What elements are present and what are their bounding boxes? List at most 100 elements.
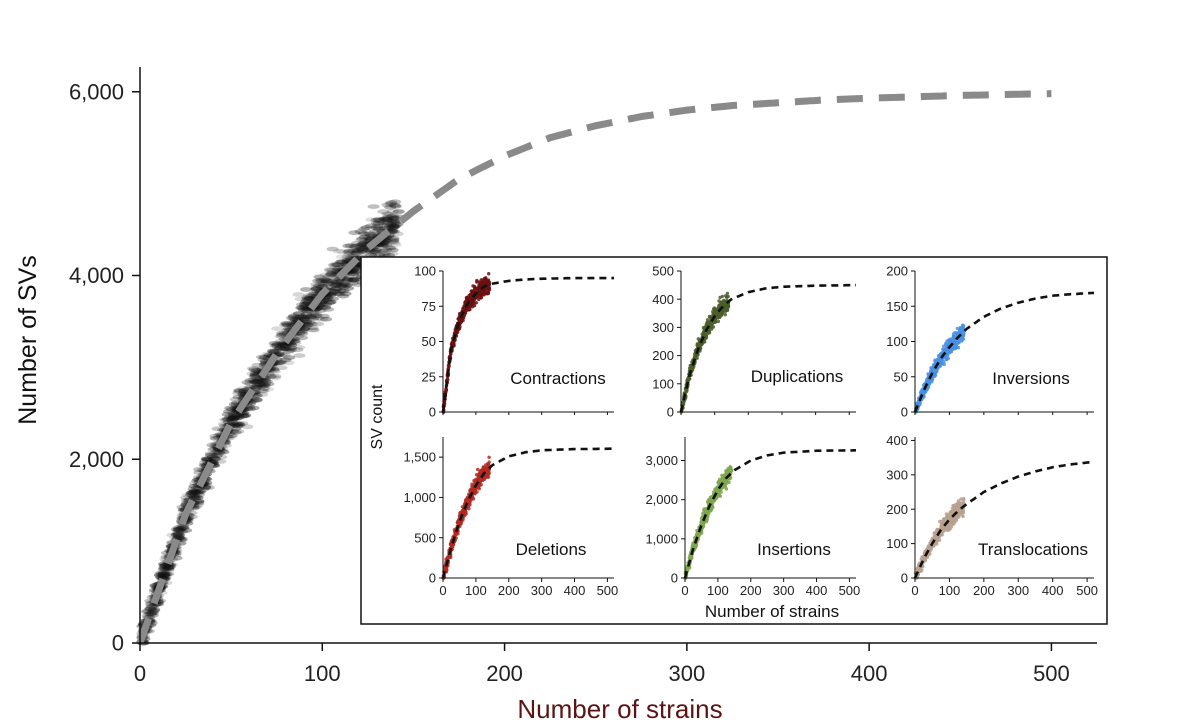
translocations-y-tick-label: 200: [886, 502, 908, 517]
main-point: [159, 563, 172, 568]
main-point: [254, 382, 267, 388]
main-point: [295, 305, 308, 310]
main-point: [331, 281, 344, 287]
main-point: [385, 222, 398, 228]
main-point: [153, 572, 166, 578]
main-point: [221, 412, 234, 417]
contractions-y-tick-label: 50: [422, 334, 436, 349]
main-x-axis-label: Number of strains: [517, 694, 722, 724]
deletions-point: [479, 483, 483, 487]
main-point: [286, 314, 299, 320]
main-point: [284, 347, 297, 353]
main-point: [176, 525, 189, 531]
deletions-x-tick-label: 400: [564, 583, 586, 598]
main-point: [274, 341, 287, 347]
main-point: [305, 321, 318, 327]
main-point: [334, 259, 347, 265]
main-point: [310, 313, 323, 318]
main-point: [257, 388, 270, 394]
translocations-point: [949, 525, 954, 529]
main-point: [381, 217, 394, 223]
main-point: [335, 283, 348, 289]
main-point: [329, 262, 342, 267]
main-point: [172, 529, 185, 535]
main-point: [173, 535, 186, 540]
contractions-point: [487, 272, 491, 276]
main-point: [379, 226, 392, 231]
main-point: [365, 217, 378, 223]
inversions-point: [944, 341, 948, 346]
main-point: [254, 379, 267, 384]
inversions-y-tick-label: 150: [886, 299, 908, 314]
main-point: [239, 412, 252, 418]
main-point: [273, 346, 286, 352]
main-point: [288, 338, 301, 344]
main-point: [339, 281, 352, 287]
main-point: [160, 571, 173, 577]
main-point: [233, 387, 246, 393]
main-point: [188, 495, 201, 501]
main-point: [143, 611, 156, 617]
main-point: [256, 388, 269, 394]
main-point: [280, 320, 293, 326]
duplications-y-tick-label: 0: [667, 405, 674, 420]
main-point: [147, 608, 160, 614]
main-point: [276, 330, 289, 336]
insertions-point: [701, 521, 706, 526]
deletions-x-tick-label: 300: [531, 583, 553, 598]
main-point: [386, 247, 399, 253]
main-point: [298, 304, 311, 309]
main-point: [189, 493, 202, 499]
main-point: [213, 450, 226, 456]
main-point: [293, 311, 305, 316]
main-point: [159, 563, 172, 569]
translocations-point: [942, 528, 946, 533]
main-point: [306, 325, 319, 331]
translocations-point: [915, 566, 919, 571]
contractions-y-tick-label: 0: [429, 405, 436, 420]
contractions-point: [471, 284, 475, 288]
main-point: [296, 305, 309, 311]
main-point: [321, 278, 334, 284]
duplications-y-tick-label: 400: [652, 292, 674, 307]
main-point: [237, 413, 250, 419]
main-point: [332, 279, 345, 285]
main-point: [364, 223, 377, 229]
main-point: [354, 229, 367, 235]
insertions-x-tick-label: 200: [740, 583, 762, 598]
inversions-point: [930, 377, 935, 382]
main-x-tick-label: 500: [1033, 661, 1070, 686]
main-point: [319, 305, 332, 310]
main-point: [365, 233, 378, 239]
main-point: [388, 202, 401, 208]
main-point: [328, 282, 341, 288]
deletions-x-tick-label: 0: [439, 583, 446, 598]
main-point: [322, 274, 335, 279]
main-point: [155, 574, 168, 580]
insertions-y-tick-label: 2,000: [645, 492, 678, 507]
insertions-point: [723, 481, 727, 485]
main-point: [322, 281, 335, 287]
main-point: [339, 291, 352, 297]
main-point: [172, 527, 185, 532]
main-point: [330, 280, 343, 285]
main-point: [325, 269, 338, 275]
main-point: [201, 457, 214, 463]
main-point: [208, 450, 221, 456]
main-point: [271, 344, 284, 350]
main-point: [381, 221, 394, 226]
main-point: [269, 375, 282, 381]
main-point: [233, 388, 246, 394]
translocations-point: [935, 542, 939, 546]
main-point: [386, 251, 399, 257]
main-point: [283, 346, 296, 352]
main-point: [315, 316, 328, 322]
main-point: [363, 231, 376, 237]
main-point: [192, 500, 205, 506]
translocations-y-tick-label: 0: [901, 571, 908, 586]
main-point: [373, 252, 385, 258]
main-point: [329, 286, 342, 292]
deletions-point: [459, 522, 463, 526]
main-point: [337, 280, 350, 286]
main-point: [155, 570, 167, 576]
